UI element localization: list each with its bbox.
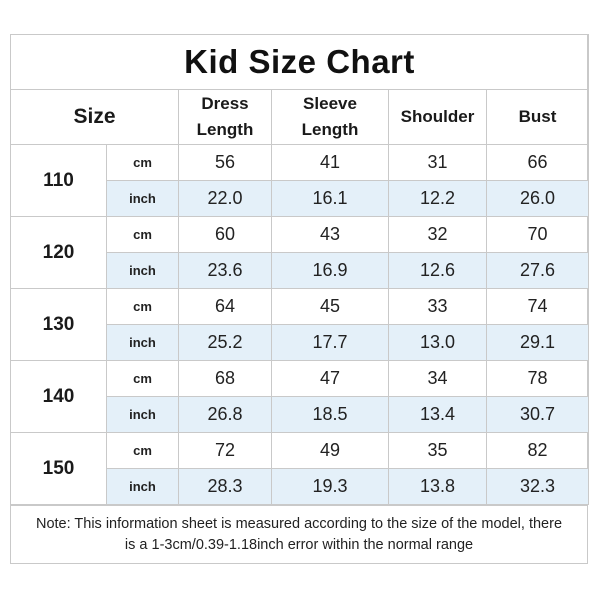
table-cell: 16.9 — [271, 252, 389, 289]
table-row: inch 26.8 18.5 13.4 30.7 — [11, 396, 590, 433]
table-row: 110 cm 56 41 31 66 — [10, 144, 590, 217]
header-row: Size Dress Length Sleeve Length Shoulder… — [10, 89, 590, 145]
size-rows: 110 cm 56 41 31 66 inch 22.0 16.1 12.2 26.0 120 cm 60… — [10, 144, 590, 505]
header-dress-length-line1: Dress — [201, 94, 249, 113]
table-cell: 32.3 — [485, 468, 590, 505]
table-cell: 16.1 — [271, 180, 389, 217]
table-cell: 13.8 — [388, 468, 487, 505]
unit-label-inch: inch — [106, 252, 179, 289]
header-size: Size — [10, 89, 179, 145]
header-dress-length: Dress Length — [178, 89, 272, 145]
table-cell: 41 — [271, 144, 389, 181]
table-cell: 25.2 — [178, 324, 272, 361]
unit-label-inch: inch — [106, 324, 179, 361]
table-cell: 56 — [178, 144, 272, 181]
header-sleeve-length: Sleeve Length — [271, 89, 389, 145]
table-cell: 33 — [388, 288, 487, 325]
table-cell: 12.6 — [388, 252, 487, 289]
table-cell: 31 — [388, 144, 487, 181]
size-label: 110 — [10, 144, 107, 217]
table-cell: 13.4 — [388, 396, 487, 433]
table-cell: 64 — [178, 288, 272, 325]
table-cell: 35 — [388, 432, 487, 469]
table-row: 120 cm 60 43 32 70 — [10, 216, 590, 289]
table-cell: 26.0 — [485, 180, 590, 217]
header-bust: Bust — [485, 89, 590, 145]
table-cell: 70 — [485, 216, 590, 253]
header-sleeve-length-line2: Length — [301, 120, 359, 139]
table-cell: 27.6 — [485, 252, 590, 289]
size-chart-table: Kid Size Chart Size Dress Length Sleeve … — [9, 34, 590, 505]
table-cell: 78 — [485, 360, 590, 397]
unit-label-inch: inch — [106, 396, 179, 433]
unit-label-cm: cm — [106, 144, 179, 181]
table-cell: 26.8 — [178, 396, 272, 433]
table-row: inch 28.3 19.3 13.8 32.3 — [11, 468, 590, 505]
table-cell: 45 — [271, 288, 389, 325]
chart-title: Kid Size Chart — [9, 34, 590, 90]
header-shoulder: Shoulder — [388, 89, 487, 145]
table-cell: 60 — [178, 216, 272, 253]
table-row: inch 23.6 16.9 12.6 27.6 — [11, 252, 590, 289]
table-row: 140 cm 68 47 34 78 — [10, 360, 590, 433]
table-row: inch 25.2 17.7 13.0 29.1 — [11, 324, 590, 361]
table-cell: 29.1 — [485, 324, 590, 361]
table-cell: 19.3 — [271, 468, 389, 505]
table-cell: 22.0 — [178, 180, 272, 217]
header-sleeve-length-line1: Sleeve — [303, 94, 357, 113]
unit-label-inch: inch — [106, 180, 179, 217]
unit-label-cm: cm — [106, 216, 179, 253]
table-cell: 74 — [485, 288, 590, 325]
table-cell: 17.7 — [271, 324, 389, 361]
table-cell: 82 — [485, 432, 590, 469]
table-cell: 49 — [271, 432, 389, 469]
table-row: inch 22.0 16.1 12.2 26.0 — [11, 180, 590, 217]
unit-label-cm: cm — [106, 288, 179, 325]
table-cell: 47 — [271, 360, 389, 397]
size-label: 120 — [10, 216, 107, 289]
size-label: 140 — [10, 360, 107, 433]
table-cell: 12.2 — [388, 180, 487, 217]
size-label: 150 — [10, 432, 107, 505]
unit-label-cm: cm — [106, 360, 179, 397]
table-cell: 28.3 — [178, 468, 272, 505]
header-dress-length-line2: Length — [196, 120, 254, 139]
table-cell: 72 — [178, 432, 272, 469]
table-cell: 43 — [271, 216, 389, 253]
unit-label-cm: cm — [106, 432, 179, 469]
table-cell: 18.5 — [271, 396, 389, 433]
size-label: 130 — [10, 288, 107, 361]
table-cell: 34 — [388, 360, 487, 397]
table-cell: 32 — [388, 216, 487, 253]
table-cell: 30.7 — [485, 396, 590, 433]
table-cell: 66 — [485, 144, 590, 181]
measurement-note: Note: This information sheet is measured… — [11, 505, 587, 563]
table-cell: 68 — [178, 360, 272, 397]
table-row: 130 cm 64 45 33 74 — [10, 288, 590, 361]
unit-label-inch: inch — [106, 468, 179, 505]
table-row: 150 cm 72 49 35 82 — [10, 432, 590, 505]
size-chart-sheet: Kid Size Chart Size Dress Length Sleeve … — [9, 34, 590, 564]
table-cell: 23.6 — [178, 252, 272, 289]
table-cell: 13.0 — [388, 324, 487, 361]
